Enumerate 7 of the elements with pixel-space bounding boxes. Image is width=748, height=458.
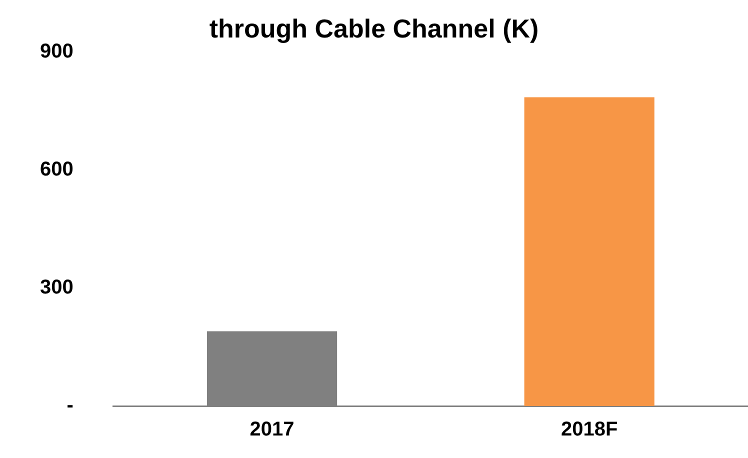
x-tick-label: 2017 <box>250 418 294 441</box>
x-tick-label: 2018F <box>560 418 618 441</box>
chart-title: through Cable Channel (K) <box>209 14 539 44</box>
y-tick-label: 600 <box>40 158 74 181</box>
y-tick-label: 900 <box>40 40 74 63</box>
y-tick-label: - <box>66 394 74 417</box>
y-tick-label: 300 <box>40 276 74 299</box>
